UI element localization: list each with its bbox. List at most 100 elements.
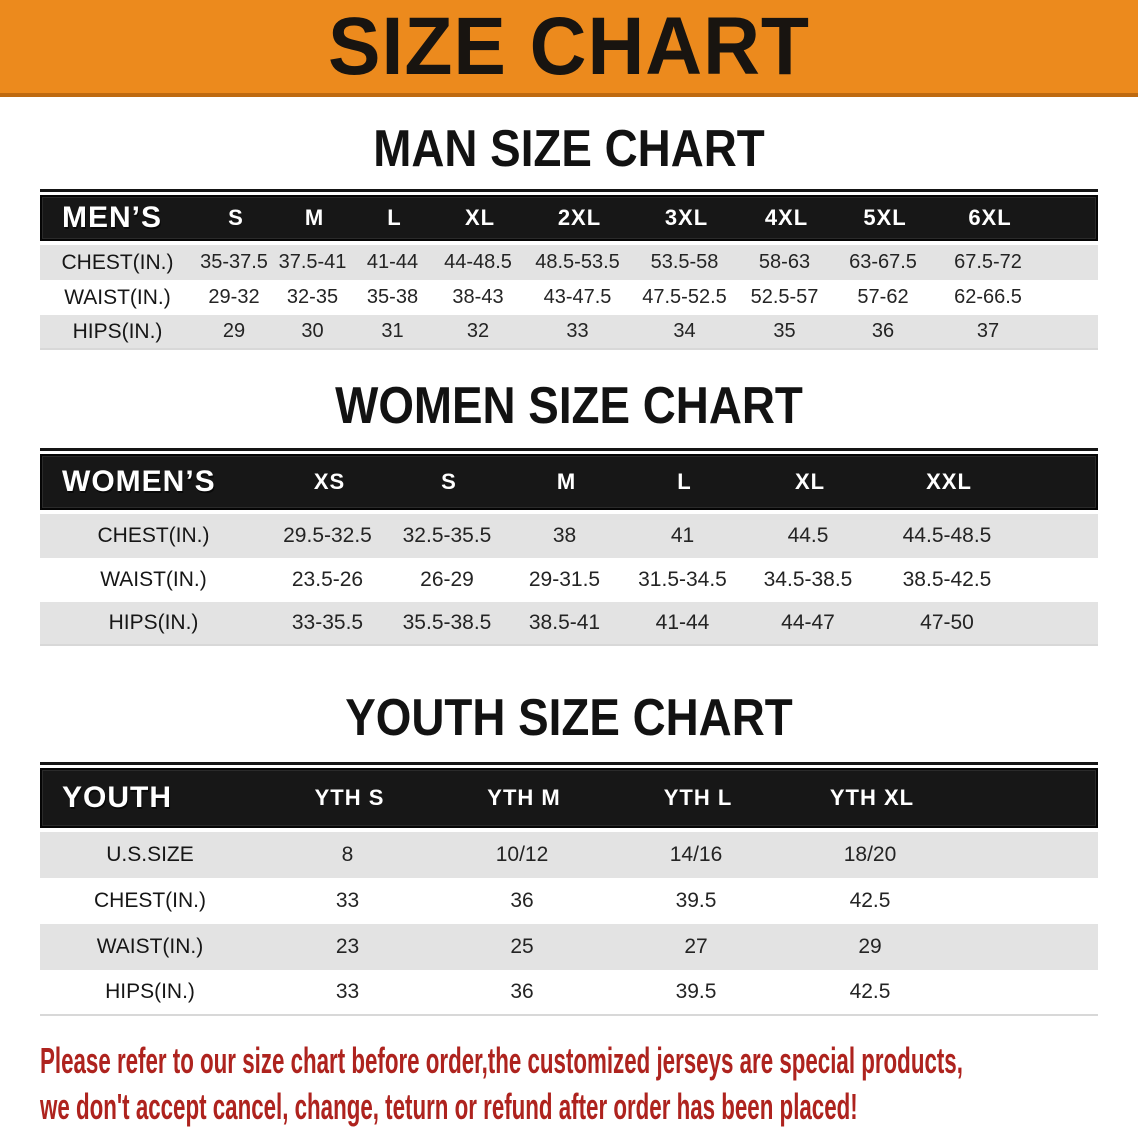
youth-row-waist: WAIST(IN.) 23 25 27 29 — [40, 924, 1098, 970]
size-cell: 25 — [510, 935, 534, 958]
youth-table-top-rule — [40, 762, 1098, 765]
size-cell: 34 — [673, 320, 696, 342]
men-header-bar: MEN’S S M L XL 2XL 3XL 4XL 5XL 6XL — [40, 195, 1098, 241]
section-men: MAN SIZE CHART MEN’S S M L XL 2XL 3XL 4X… — [0, 123, 1138, 350]
size-cell: 32.5-35.5 — [402, 524, 492, 547]
disclaimer: Please refer to our size chart before or… — [40, 1038, 1138, 1130]
size-cell: 35-38 — [366, 286, 419, 308]
row-label: HIPS(IN.) — [72, 319, 163, 343]
size-cell: 36 — [871, 320, 895, 342]
row-label: U.S.SIZE — [106, 843, 194, 866]
size-col-header: 5XL — [863, 205, 907, 230]
disclaimer-line-1: Please refer to our size chart before or… — [40, 1040, 963, 1081]
size-cell: 41 — [670, 524, 695, 547]
size-cell: 32 — [466, 320, 490, 342]
size-col-header: 2XL — [557, 205, 602, 230]
size-cell: 62-66.5 — [954, 286, 1022, 308]
size-cell: 14/16 — [669, 843, 723, 866]
men-row-chest: CHEST(IN.) 35-37.5 37.5-41 41-44 44-48.5… — [40, 245, 1098, 280]
row-label: HIPS(IN.) — [108, 611, 199, 634]
size-col-header: XL — [794, 469, 826, 494]
size-cell: 44.5 — [787, 524, 829, 547]
section-women: WOMEN SIZE CHART WOMEN’S XS S M L XL XXL… — [0, 380, 1138, 646]
size-cell: 43-47.5 — [543, 286, 612, 308]
size-cell: 44.5-48.5 — [902, 524, 992, 547]
size-cell: 44-48.5 — [444, 251, 512, 273]
size-cell: 57-62 — [857, 286, 909, 308]
women-heading: WOMEN SIZE CHART — [335, 377, 803, 435]
disclaimer-line-2: we don't accept cancel, change, teturn o… — [40, 1086, 858, 1127]
row-label: CHEST(IN.) — [61, 250, 174, 274]
size-col-header: YTH M — [487, 785, 561, 810]
size-col-header: YTH XL — [829, 785, 915, 810]
women-header-bar: WOMEN’S XS S M L XL XXL — [40, 454, 1098, 510]
youth-row-hips: HIPS(IN.) 33 36 39.5 42.5 — [40, 970, 1098, 1016]
size-cell: 29 — [858, 935, 882, 958]
women-row-waist: WAIST(IN.) 23.5-26 26-29 29-31.5 31.5-34… — [40, 558, 1098, 602]
size-cell: 33 — [335, 889, 360, 912]
size-cell: 47-50 — [920, 611, 974, 634]
size-cell: 67.5-72 — [954, 251, 1022, 273]
youth-row-ussize: U.S.SIZE 8 10/12 14/16 18/20 — [40, 832, 1098, 878]
size-cell: 34.5-38.5 — [763, 568, 853, 591]
men-table-top-rule — [40, 189, 1098, 192]
size-cell: 35-37.5 — [200, 251, 268, 273]
size-cell: 33-35.5 — [291, 611, 364, 634]
size-cell: 29-31.5 — [528, 568, 601, 591]
size-cell: 36 — [510, 980, 534, 1003]
size-col-header: S — [441, 469, 457, 494]
size-cell: 44-47 — [781, 611, 835, 634]
row-label: CHEST(IN.) — [97, 524, 210, 547]
size-cell: 38.5-41 — [528, 611, 601, 634]
size-col-header: L — [387, 205, 402, 230]
men-row-waist: WAIST(IN.) 29-32 32-35 35-38 38-43 43-47… — [40, 280, 1098, 315]
youth-header-bar: YOUTH YTH S YTH M YTH L YTH XL — [40, 768, 1098, 828]
size-cell: 26-29 — [420, 568, 474, 591]
size-cell: 29-32 — [208, 286, 260, 308]
size-cell: 35.5-38.5 — [402, 611, 492, 634]
size-cell: 23 — [335, 935, 360, 958]
youth-row-chest: CHEST(IN.) 33 36 39.5 42.5 — [40, 878, 1098, 924]
size-cell: 42.5 — [849, 889, 891, 912]
size-cell: 31.5-34.5 — [638, 568, 727, 591]
size-cell: 27 — [684, 935, 708, 958]
size-col-header: YTH S — [314, 785, 385, 810]
youth-table: YOUTH YTH S YTH M YTH L YTH XL U.S.SIZE … — [40, 762, 1098, 1016]
size-cell: 47.5-52.5 — [642, 286, 727, 308]
size-cell: 42.5 — [849, 980, 891, 1003]
women-table-top-rule — [40, 448, 1098, 451]
size-cell: 8 — [341, 843, 354, 866]
women-row-chest: CHEST(IN.) 29.5-32.5 32.5-35.5 38 41 44.… — [40, 514, 1098, 558]
youth-header-label: YOUTH — [62, 781, 172, 814]
size-cell: 38.5-42.5 — [902, 568, 992, 591]
men-heading: MAN SIZE CHART — [373, 120, 765, 178]
size-cell: 39.5 — [675, 980, 717, 1003]
size-col-header: M — [304, 205, 325, 230]
size-cell: 58-63 — [758, 251, 811, 273]
women-table: WOMEN’S XS S M L XL XXL CHEST(IN.) 29.5-… — [40, 448, 1098, 646]
size-col-header: YTH L — [663, 785, 733, 810]
size-cell: 36 — [510, 889, 534, 912]
women-row-hips: HIPS(IN.) 33-35.5 35.5-38.5 38.5-41 41-4… — [40, 602, 1098, 646]
size-cell: 30 — [301, 320, 324, 342]
size-cell: 38-43 — [452, 286, 504, 308]
size-cell: 52.5-57 — [750, 286, 819, 308]
size-cell: 37 — [976, 320, 1000, 342]
size-cell: 38 — [552, 524, 577, 547]
size-cell: 41-44 — [366, 251, 419, 273]
size-col-header: XL — [464, 205, 496, 230]
men-header-label: MEN’S — [62, 201, 163, 234]
row-label: WAIST(IN.) — [64, 285, 171, 309]
size-col-header: 4XL — [764, 205, 809, 230]
row-label: WAIST(IN.) — [100, 568, 207, 591]
size-cell: 37.5-41 — [278, 251, 347, 273]
size-cell: 33 — [335, 980, 360, 1003]
size-col-header: XS — [313, 469, 346, 494]
size-cell: 33 — [566, 320, 589, 342]
banner: SIZE CHART — [0, 0, 1138, 97]
size-cell: 29.5-32.5 — [283, 524, 372, 547]
size-cell: 23.5-26 — [291, 568, 364, 591]
row-label: WAIST(IN.) — [96, 935, 204, 958]
size-cell: 29 — [222, 320, 246, 342]
